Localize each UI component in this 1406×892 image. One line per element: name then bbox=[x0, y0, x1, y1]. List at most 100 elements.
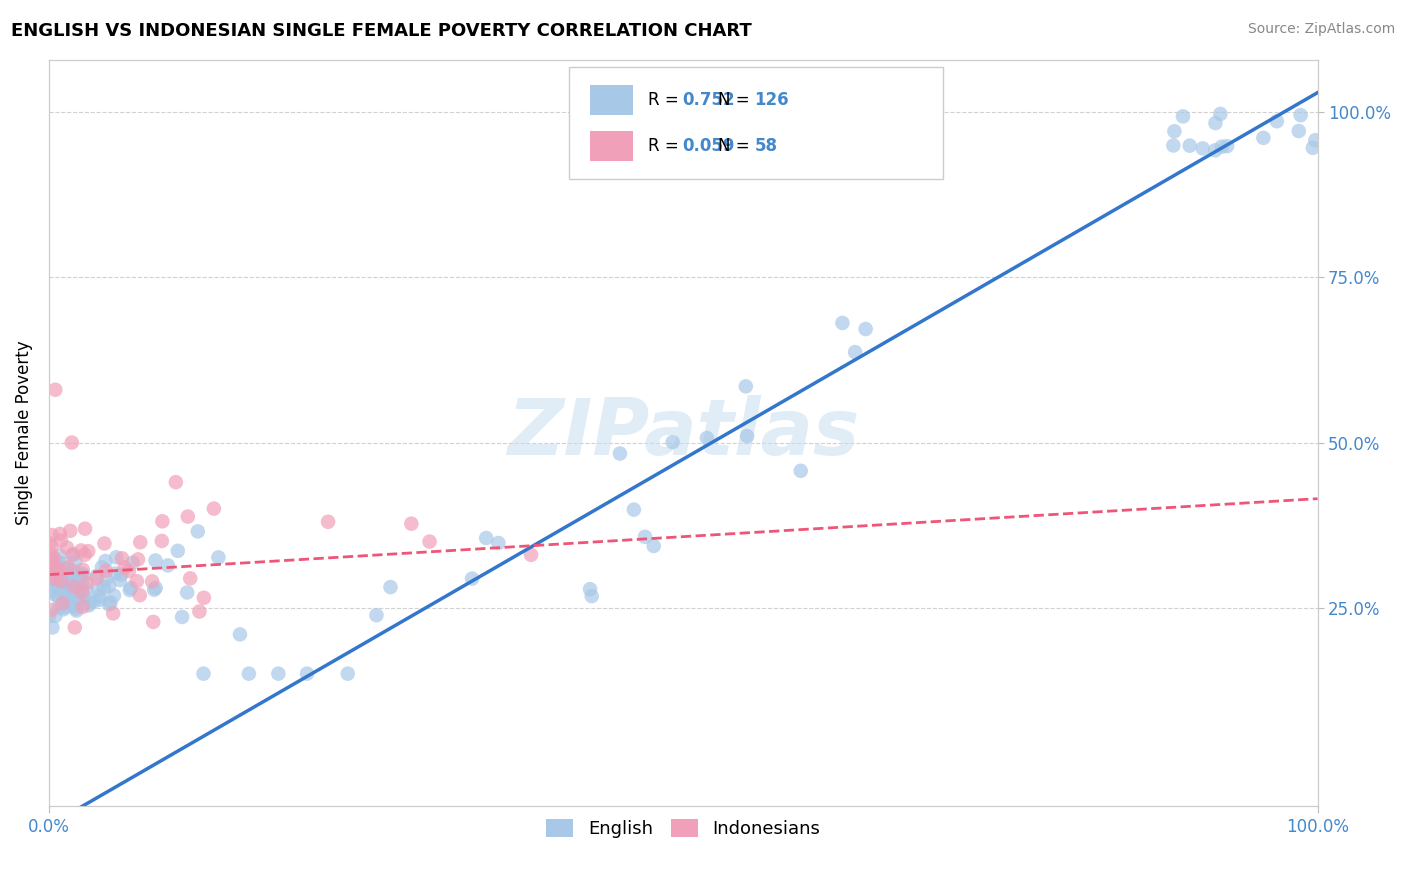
Point bbox=[179, 571, 201, 585]
Point bbox=[1178, 138, 1201, 153]
Point bbox=[110, 567, 132, 582]
Point bbox=[56, 585, 79, 599]
Point bbox=[520, 548, 543, 562]
Point bbox=[44, 572, 66, 586]
Point bbox=[207, 550, 229, 565]
Point bbox=[67, 574, 90, 588]
Point bbox=[83, 595, 105, 609]
Point bbox=[42, 555, 65, 569]
Text: Source: ZipAtlas.com: Source: ZipAtlas.com bbox=[1247, 22, 1395, 37]
Point bbox=[486, 536, 509, 550]
Point bbox=[46, 555, 69, 569]
Point bbox=[98, 598, 121, 612]
Point bbox=[63, 580, 86, 594]
Point bbox=[581, 589, 603, 603]
Point bbox=[696, 431, 718, 445]
Point bbox=[69, 580, 91, 594]
Point bbox=[461, 572, 484, 586]
Text: N =: N = bbox=[718, 91, 755, 109]
Point bbox=[831, 316, 853, 330]
Point bbox=[295, 666, 318, 681]
Point bbox=[142, 615, 165, 629]
Point bbox=[165, 475, 187, 490]
Point bbox=[150, 533, 173, 548]
Point bbox=[66, 572, 89, 586]
Point bbox=[1204, 144, 1226, 158]
Point bbox=[609, 446, 631, 460]
Point bbox=[1211, 139, 1233, 153]
FancyBboxPatch shape bbox=[591, 131, 633, 161]
Point bbox=[41, 583, 63, 598]
Point bbox=[77, 544, 100, 558]
Point bbox=[267, 666, 290, 681]
Point bbox=[55, 566, 77, 580]
Point bbox=[73, 548, 96, 562]
Point bbox=[125, 574, 148, 589]
Point bbox=[70, 566, 93, 581]
Point bbox=[41, 577, 63, 591]
Point bbox=[145, 581, 167, 595]
Point bbox=[42, 551, 65, 566]
Point bbox=[1288, 124, 1310, 138]
Point bbox=[79, 596, 101, 610]
Text: ENGLISH VS INDONESIAN SINGLE FEMALE POVERTY CORRELATION CHART: ENGLISH VS INDONESIAN SINGLE FEMALE POVE… bbox=[11, 22, 752, 40]
Point bbox=[72, 568, 94, 582]
Point bbox=[127, 552, 149, 566]
Point bbox=[51, 574, 73, 589]
Point bbox=[579, 582, 602, 597]
Point bbox=[49, 533, 72, 548]
Point bbox=[103, 589, 125, 603]
Point bbox=[65, 604, 87, 618]
Y-axis label: Single Female Poverty: Single Female Poverty bbox=[15, 341, 32, 525]
Point bbox=[1216, 139, 1239, 153]
Point bbox=[229, 627, 252, 641]
Point bbox=[145, 553, 167, 567]
Point bbox=[380, 580, 402, 594]
Point bbox=[86, 571, 108, 585]
Point bbox=[114, 560, 136, 574]
Point bbox=[62, 565, 84, 579]
Point bbox=[60, 435, 83, 450]
Point bbox=[52, 556, 75, 570]
Point bbox=[76, 576, 98, 591]
Point bbox=[66, 593, 89, 607]
Point bbox=[70, 582, 93, 596]
Point bbox=[72, 599, 94, 614]
Point bbox=[118, 582, 141, 597]
Point bbox=[89, 589, 111, 603]
Point bbox=[1289, 108, 1312, 122]
Point bbox=[53, 600, 76, 615]
Point bbox=[1302, 141, 1324, 155]
Point bbox=[366, 608, 388, 623]
Point bbox=[94, 572, 117, 586]
Point bbox=[187, 524, 209, 539]
Point bbox=[38, 561, 60, 575]
Point bbox=[44, 559, 66, 574]
Point bbox=[316, 515, 339, 529]
Point bbox=[634, 530, 657, 544]
Point bbox=[41, 603, 63, 617]
Point bbox=[58, 595, 80, 609]
Point bbox=[62, 548, 84, 562]
Point bbox=[72, 563, 94, 577]
Point bbox=[67, 589, 90, 603]
Text: 58: 58 bbox=[755, 137, 778, 155]
Point bbox=[44, 566, 66, 581]
Point bbox=[73, 522, 96, 536]
Point bbox=[475, 531, 498, 545]
Point bbox=[53, 580, 76, 594]
Point bbox=[46, 590, 69, 604]
Point bbox=[41, 620, 63, 634]
Text: ZIPatlas: ZIPatlas bbox=[508, 394, 859, 471]
Point bbox=[62, 574, 84, 589]
Point bbox=[41, 548, 63, 562]
Point bbox=[1191, 141, 1213, 155]
Point bbox=[48, 600, 70, 615]
Point bbox=[1253, 131, 1275, 145]
Point bbox=[55, 588, 77, 602]
Point bbox=[166, 544, 188, 558]
Point bbox=[120, 581, 142, 595]
Point bbox=[52, 596, 75, 610]
Point bbox=[49, 579, 72, 593]
Point bbox=[46, 563, 69, 577]
